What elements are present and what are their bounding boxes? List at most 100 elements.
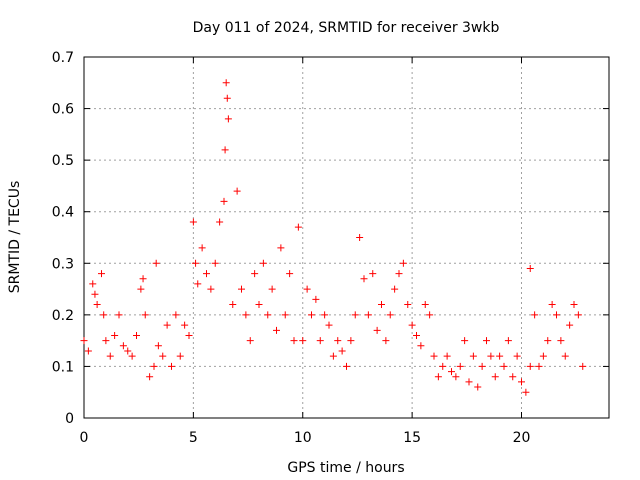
data-point [439, 362, 447, 370]
data-point [152, 259, 160, 267]
data-point [259, 259, 267, 267]
data-point [443, 352, 451, 360]
data-point [395, 270, 403, 278]
data-point [229, 301, 237, 309]
data-point [224, 115, 232, 123]
data-point [579, 362, 587, 370]
data-point [163, 321, 171, 329]
data-point [119, 342, 127, 350]
data-point [561, 352, 569, 360]
data-point [233, 187, 241, 195]
data-point [351, 311, 359, 319]
data-point [251, 270, 259, 278]
data-point [364, 311, 372, 319]
data-point [159, 352, 167, 360]
chart-title: Day 011 of 2024, SRMTID for receiver 3wk… [193, 20, 500, 36]
data-point [434, 373, 442, 381]
y-tick-label: 0.3 [52, 256, 74, 272]
data-point [404, 301, 412, 309]
data-point [207, 285, 215, 293]
data-point [172, 311, 180, 319]
data-point [146, 373, 154, 381]
data-point [448, 368, 455, 376]
data-point [220, 197, 228, 205]
data-point [111, 331, 119, 339]
data-point [168, 362, 175, 370]
data-point [544, 337, 552, 345]
data-point [89, 280, 97, 288]
data-point [417, 342, 425, 350]
data-point [141, 311, 149, 319]
data-point [84, 347, 92, 355]
data-point [334, 337, 342, 345]
data-point [242, 311, 250, 319]
data-point [382, 337, 390, 345]
data-point [570, 301, 578, 309]
data-point [391, 285, 399, 293]
data-point [426, 311, 434, 319]
data-point [246, 337, 254, 345]
x-tick-label: 5 [189, 430, 198, 446]
data-point [115, 311, 123, 319]
data-point [185, 331, 193, 339]
data-point [290, 337, 298, 345]
data-point [133, 331, 140, 339]
data-point [316, 337, 324, 345]
data-point [539, 352, 547, 360]
data-point [93, 301, 101, 309]
data-point [222, 79, 230, 87]
data-point [277, 244, 285, 252]
data-point [238, 285, 245, 293]
data-point [223, 94, 231, 102]
ticks: 0 0.1 0.2 0.3 0.4 0.5 0.6 0.7 0 5 10 15 20 [52, 50, 609, 446]
data-point [491, 373, 499, 381]
data-point [321, 311, 329, 319]
data-point [413, 331, 420, 339]
data-point [535, 362, 543, 370]
data-point [356, 234, 364, 241]
y-tick-label: 0.7 [52, 50, 74, 66]
data-point [347, 337, 355, 345]
data-point [513, 352, 521, 360]
data-point [478, 362, 486, 370]
data-point [98, 270, 105, 278]
data-point [465, 378, 473, 386]
y-tick-label: 0.4 [52, 205, 74, 221]
data-point [91, 290, 99, 298]
data-point [338, 347, 346, 355]
data-point [518, 378, 525, 386]
data-point [461, 337, 469, 345]
data-point [522, 388, 530, 396]
data-point [102, 337, 110, 345]
grid [84, 57, 609, 418]
data-point [504, 337, 512, 345]
x-axis-label: GPS time / hours [287, 460, 404, 476]
data-point [294, 223, 302, 231]
data-point [198, 244, 206, 252]
data-point [369, 270, 377, 278]
data-point [216, 218, 224, 226]
data-point [509, 373, 517, 381]
data-point [526, 264, 534, 272]
y-tick-label: 0 [65, 411, 74, 427]
data-point [421, 301, 429, 309]
data-point [483, 337, 490, 345]
data-point [430, 352, 438, 360]
data-point [128, 352, 136, 360]
data-point [137, 285, 145, 293]
y-tick-label: 0.1 [52, 359, 74, 375]
data-point [124, 347, 132, 355]
data-point [373, 326, 381, 334]
x-tick-label: 15 [403, 430, 421, 446]
data-point [378, 301, 385, 309]
data-point [500, 362, 508, 370]
data-point [286, 270, 294, 278]
data-point [106, 352, 114, 360]
data-point [452, 373, 460, 381]
data-point [273, 326, 280, 334]
data-point [221, 146, 229, 154]
data-point [255, 301, 263, 309]
data-point [469, 352, 477, 360]
data-point [329, 352, 337, 360]
